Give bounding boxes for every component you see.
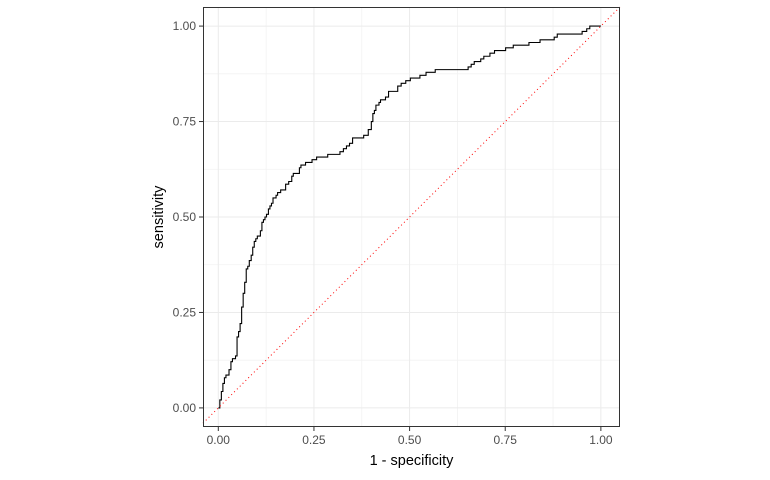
tick-layer: 0.00 0.25 0.50 0.75 1.00 0.00 0.25 0.50 0.75 1.00 xyxy=(173,19,613,447)
y-tick-label: 1.00 xyxy=(173,19,197,33)
panel-border xyxy=(203,7,620,427)
y-tick-label: 0.50 xyxy=(173,210,197,224)
y-tick-label: 0.25 xyxy=(173,305,197,319)
series-layer xyxy=(202,6,621,424)
reference-diagonal-line xyxy=(202,6,621,424)
y-tick-label: 0.00 xyxy=(173,401,197,415)
roc-curve xyxy=(218,25,601,409)
grid-layer xyxy=(203,7,620,427)
x-tick-label: 0.25 xyxy=(302,433,326,447)
x-tick-label: 1.00 xyxy=(589,433,613,447)
y-tick-label: 0.75 xyxy=(173,115,197,129)
x-tick-label: 0.50 xyxy=(398,433,422,447)
x-tick-label: 0.00 xyxy=(207,433,231,447)
x-axis-title: 1 - specificity xyxy=(370,453,455,469)
x-tick-label: 0.75 xyxy=(494,433,518,447)
y-axis-title: sensitivity xyxy=(151,185,167,249)
